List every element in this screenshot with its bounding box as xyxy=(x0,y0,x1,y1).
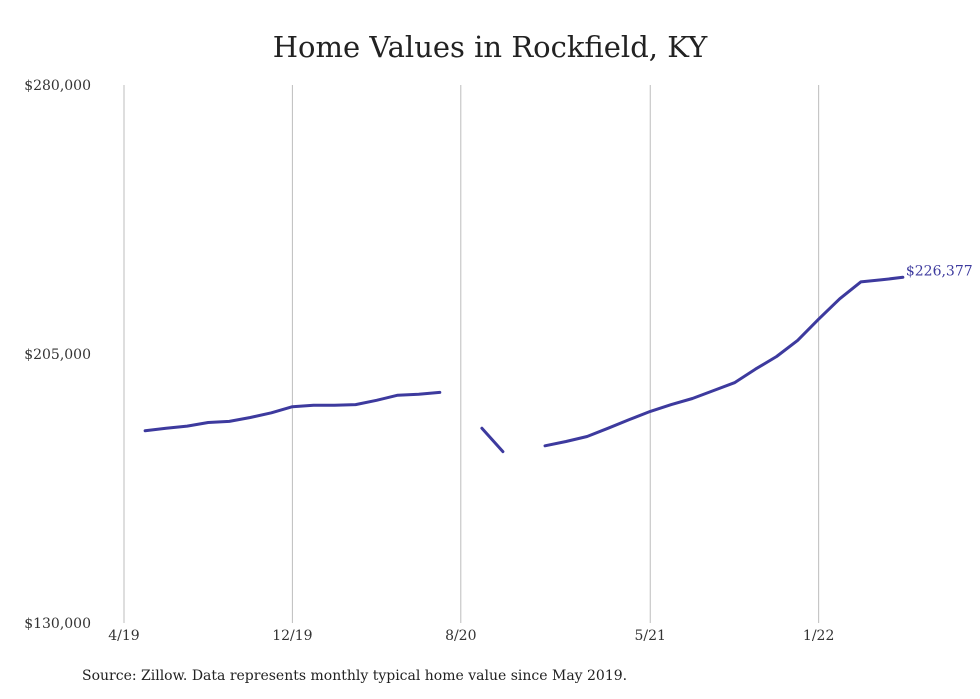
x-axis-ticks: 4/19 12/19 8/20 5/21 1/22 xyxy=(108,628,834,644)
x-tick-label: 1/22 xyxy=(803,628,834,644)
series-line-segment xyxy=(480,426,505,454)
chart-title: Home Values in Rockfield, KY xyxy=(272,30,708,64)
series-line-segment xyxy=(543,275,905,448)
x-tick-label: 4/19 xyxy=(108,628,139,644)
y-tick-label: $280,000 xyxy=(24,78,91,94)
source-note: Source: Zillow. Data represents monthly … xyxy=(82,668,628,684)
y-tick-label: $205,000 xyxy=(24,347,91,363)
series-line-segment xyxy=(143,390,442,433)
grid-lines xyxy=(123,85,820,623)
x-tick-label: 5/21 xyxy=(635,628,666,644)
y-axis-ticks: $130,000 $205,000 $280,000 xyxy=(24,78,91,632)
data-labels: $226,377 xyxy=(906,263,973,279)
y-tick-label: $130,000 xyxy=(24,616,91,632)
series-line xyxy=(143,275,905,454)
x-tick-label: 12/19 xyxy=(272,628,312,644)
x-tick-label: 8/20 xyxy=(445,628,476,644)
end-value-label: $226,377 xyxy=(906,263,973,279)
